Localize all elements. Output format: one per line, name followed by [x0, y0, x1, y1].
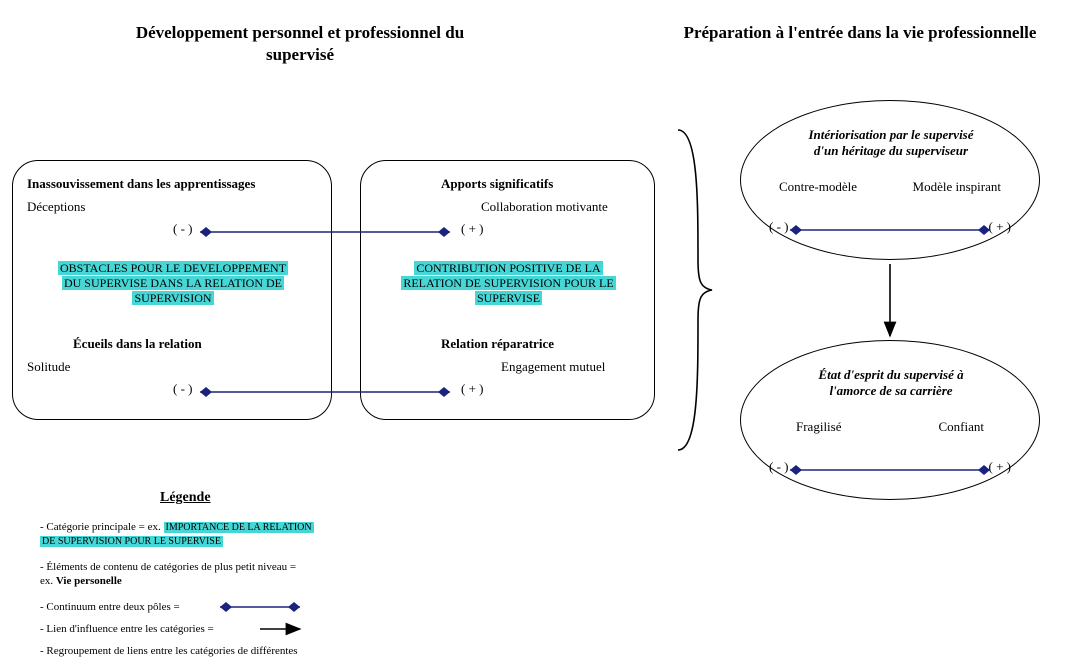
legend-line-2-ex-prefix: ex.	[40, 575, 56, 587]
ellipse-top-title-l1: Intériorisation par le supervisé	[808, 127, 973, 142]
legend-line-4: - Lien d'influence entre les catégories …	[40, 622, 214, 636]
legend-title: Légende	[160, 490, 211, 506]
ellipse-bottom-left-label: Fragilisé	[796, 419, 842, 435]
box-left-heading1: Inassouvissement dans les apprentissages	[27, 176, 255, 192]
ellipse-top-plus: ( + )	[989, 219, 1012, 235]
box-left-sub1: Déceptions	[27, 199, 85, 215]
ellipse-top-title: Intériorisation par le supervisé d'un hé…	[741, 127, 1041, 160]
box-right-plus-1: ( + )	[461, 221, 484, 237]
box-right-sub2: Engagement mutuel	[501, 359, 605, 375]
box-contribution: Apports significatifs Collaboration moti…	[360, 160, 655, 420]
ellipse-bottom-minus: ( - )	[769, 459, 789, 475]
box-right-category: CONTRIBUTION POSITIVE DE LA RELATION DE …	[371, 261, 646, 306]
box-left-category: OBSTACLES POUR LE DEVELOPPEMENT DU SUPER…	[23, 261, 323, 306]
box-left-sub2: Solitude	[27, 359, 70, 375]
legend-line-2: - Éléments de contenu de catégories de p…	[40, 560, 380, 589]
legend-line-1-prefix: - Catégorie principale = ex.	[40, 521, 164, 533]
ellipse-top-minus: ( - )	[769, 219, 789, 235]
box-right-heading2: Relation réparatrice	[441, 336, 554, 352]
box-left-heading2: Écueils dans la relation	[73, 336, 202, 352]
box-left-category-l3: SUPERVISION	[132, 291, 213, 305]
box-obstacles: Inassouvissement dans les apprentissages…	[12, 160, 332, 420]
legend-line-1-hl1: IMPORTANCE DE LA RELATION	[164, 522, 314, 533]
ellipse-interiorisation: Intériorisation par le supervisé d'un hé…	[740, 100, 1040, 260]
ellipse-bottom-plus: ( + )	[989, 459, 1012, 475]
legend-line-1-hl2: DE SUPERVISION POUR LE SUPERVISE	[40, 536, 223, 547]
legend-line-1: - Catégorie principale = ex. IMPORTANCE …	[40, 520, 370, 549]
legend-line-2-ex-bold: Vie personelle	[56, 575, 122, 587]
legend-line-2-prefix: - Éléments de contenu de catégories de p…	[40, 561, 296, 573]
curly-brace-icon	[678, 130, 712, 450]
legend-line-5: - Regroupement de liens entre les catégo…	[40, 644, 298, 658]
ellipse-bottom-title-l1: État d'esprit du supervisé à	[818, 367, 963, 382]
ellipse-etat-esprit: État d'esprit du supervisé à l'amorce de…	[740, 340, 1040, 500]
ellipse-bottom-title-l2: l'amorce de sa carrière	[829, 383, 952, 398]
box-right-category-l3: SUPERVISE	[475, 291, 542, 305]
ellipse-bottom-title: État d'esprit du supervisé à l'amorce de…	[741, 367, 1041, 400]
ellipse-top-title-l2: d'un héritage du superviseur	[814, 143, 968, 158]
box-left-minus-2: ( - )	[173, 381, 193, 397]
left-column-title: Développement personnel et professionnel…	[120, 22, 480, 66]
box-right-plus-2: ( + )	[461, 381, 484, 397]
ellipse-top-left-label: Contre-modèle	[779, 179, 857, 195]
box-right-category-l1: CONTRIBUTION POSITIVE DE LA	[414, 261, 602, 275]
box-left-category-l1: OBSTACLES POUR LE DEVELOPPEMENT	[58, 261, 288, 275]
ellipse-top-right-label: Modèle inspirant	[913, 179, 1001, 195]
legend-line-3: - Continuum entre deux pôles =	[40, 600, 180, 614]
box-right-heading1: Apports significatifs	[441, 176, 553, 192]
right-column-title: Préparation à l'entrée dans la vie profe…	[680, 22, 1040, 44]
ellipse-bottom-right-label: Confiant	[939, 419, 985, 435]
box-left-minus-1: ( - )	[173, 221, 193, 237]
box-left-category-l2: DU SUPERVISE DANS LA RELATION DE	[62, 276, 284, 290]
box-right-category-l2: RELATION DE SUPERVISION POUR LE	[401, 276, 615, 290]
box-right-sub1: Collaboration motivante	[481, 199, 608, 215]
legend-continuum-icon	[220, 602, 300, 612]
